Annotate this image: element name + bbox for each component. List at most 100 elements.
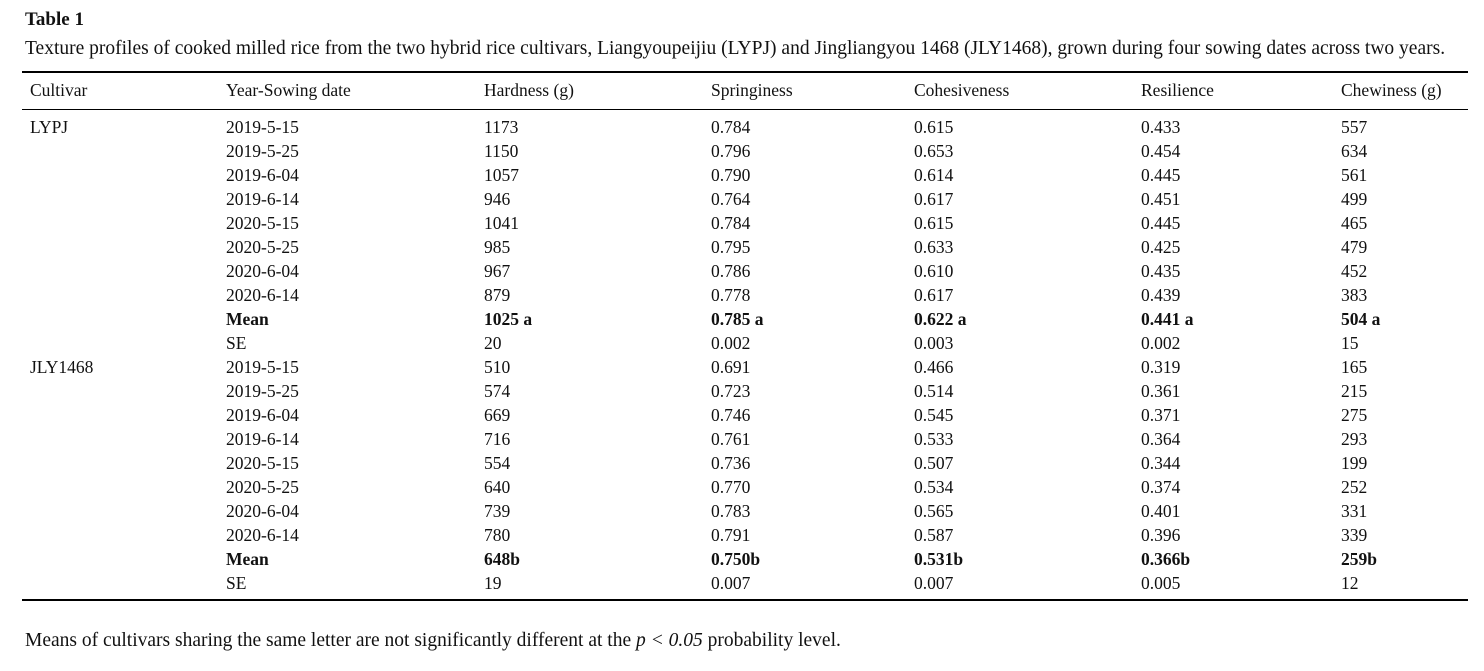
cell-hardness: 780	[484, 524, 511, 545]
cell-date: 2020-5-25	[226, 236, 299, 257]
cell-springiness: 0.796	[711, 140, 751, 161]
cell-cohesiveness: 0.614	[914, 164, 954, 185]
cell-date: 2019-5-15	[226, 356, 299, 377]
table-row: Mean 648b 0.750b 0.531b 0.366b 259b	[22, 547, 1468, 571]
cell-hardness: 1041	[484, 212, 519, 233]
cell-cultivar	[22, 211, 218, 235]
cell-springiness: 0.795	[711, 236, 751, 257]
cell-resilience: 0.435	[1141, 260, 1181, 281]
table-row: 2019-6-14 716 0.761 0.533 0.364 293	[22, 427, 1468, 451]
cell-cultivar: LYPJ	[30, 116, 69, 137]
cell-springiness: 0.736	[711, 452, 751, 473]
cell-resilience: 0.366b	[1141, 548, 1191, 569]
cell-date: 2020-6-04	[226, 500, 299, 521]
cell-hardness: 554	[484, 452, 511, 473]
cell-hardness: 1025 a	[484, 308, 533, 329]
table-row: 2020-6-04 967 0.786 0.610 0.435 452	[22, 259, 1468, 283]
column-header: Springiness	[703, 71, 906, 110]
cell-hardness: 510	[484, 356, 511, 377]
cell-cultivar	[22, 259, 218, 283]
table-row: SE 20 0.002 0.003 0.002 15	[22, 331, 1468, 355]
table-caption: Texture profiles of cooked milled rice f…	[25, 38, 1446, 59]
table-row: Mean 1025 a 0.785 a 0.622 a 0.441 a 504 a	[22, 307, 1468, 331]
cell-hardness: 739	[484, 500, 511, 521]
cell-cohesiveness: 0.615	[914, 116, 954, 137]
cell-resilience: 0.364	[1141, 428, 1181, 449]
cell-resilience: 0.361	[1141, 380, 1181, 401]
cell-resilience: 0.433	[1141, 116, 1181, 137]
cell-resilience: 0.451	[1141, 188, 1181, 209]
cell-cohesiveness: 0.534	[914, 476, 954, 497]
table-row: 2019-6-14 946 0.764 0.617 0.451 499	[22, 187, 1468, 211]
cell-cultivar	[22, 403, 218, 427]
cell-springiness: 0.750b	[711, 548, 761, 569]
cell-date: 2020-5-15	[226, 212, 299, 233]
cell-springiness: 0.778	[711, 284, 751, 305]
cell-cohesiveness: 0.007	[914, 572, 954, 593]
cell-cultivar	[22, 283, 218, 307]
cell-cohesiveness: 0.587	[914, 524, 954, 545]
cell-chewiness: 199	[1341, 452, 1368, 473]
cell-springiness: 0.786	[711, 260, 751, 281]
cell-cultivar	[22, 571, 218, 600]
cell-cohesiveness: 0.545	[914, 404, 954, 425]
table-row: 2020-6-14 879 0.778 0.617 0.439 383	[22, 283, 1468, 307]
cell-springiness: 0.783	[711, 500, 751, 521]
cell-cultivar	[22, 427, 218, 451]
table-row: 2019-6-04 669 0.746 0.545 0.371 275	[22, 403, 1468, 427]
cell-date: 2020-6-14	[226, 524, 299, 545]
cell-hardness: 19	[484, 572, 502, 593]
cell-chewiness: 383	[1341, 284, 1368, 305]
cell-springiness: 0.002	[711, 332, 751, 353]
cell-springiness: 0.790	[711, 164, 751, 185]
cell-hardness: 879	[484, 284, 511, 305]
cell-chewiness: 452	[1341, 260, 1368, 281]
footnote-text-pre: Means of cultivars sharing the same lett…	[25, 630, 636, 652]
cell-resilience: 0.441 a	[1141, 308, 1194, 329]
cell-chewiness: 504 a	[1341, 308, 1381, 329]
table-row: JLY1468 2019-5-15 510 0.691 0.466 0.319 165	[22, 355, 1468, 379]
cell-springiness: 0.784	[711, 212, 751, 233]
cell-cohesiveness: 0.617	[914, 188, 954, 209]
cell-date: SE	[226, 332, 247, 353]
column-header: Year-Sowing date	[218, 71, 476, 110]
cell-date: Mean	[226, 308, 269, 329]
table-row: 2019-5-25 1150 0.796 0.653 0.454 634	[22, 139, 1468, 163]
cell-chewiness: 165	[1341, 356, 1368, 377]
cell-cultivar	[22, 451, 218, 475]
table-row: 2020-6-04 739 0.783 0.565 0.401 331	[22, 499, 1468, 523]
cell-cohesiveness: 0.466	[914, 356, 954, 377]
cell-chewiness: 479	[1341, 236, 1368, 257]
cell-chewiness: 15	[1341, 332, 1359, 353]
cell-hardness: 1057	[484, 164, 519, 185]
cell-date: 2020-6-04	[226, 260, 299, 281]
cell-date: 2020-6-14	[226, 284, 299, 305]
cell-chewiness: 339	[1341, 524, 1368, 545]
cell-cohesiveness: 0.615	[914, 212, 954, 233]
cell-cohesiveness: 0.633	[914, 236, 954, 257]
cell-cultivar	[22, 163, 218, 187]
cell-cohesiveness: 0.531b	[914, 548, 964, 569]
cell-hardness: 574	[484, 380, 511, 401]
cell-resilience: 0.344	[1141, 452, 1181, 473]
cell-hardness: 985	[484, 236, 511, 257]
cell-date: Mean	[226, 548, 269, 569]
table-row: 2019-6-04 1057 0.790 0.614 0.445 561	[22, 163, 1468, 187]
cell-chewiness: 215	[1341, 380, 1368, 401]
cell-resilience: 0.445	[1141, 164, 1181, 185]
column-header: Cultivar	[22, 71, 218, 110]
table-row: 2019-5-25 574 0.723 0.514 0.361 215	[22, 379, 1468, 403]
cell-date: 2019-6-04	[226, 404, 299, 425]
cell-resilience: 0.002	[1141, 332, 1181, 353]
cell-springiness: 0.785 a	[711, 308, 764, 329]
cell-date: 2019-6-14	[226, 188, 299, 209]
cell-cultivar	[22, 523, 218, 547]
table-row: 2020-5-15 1041 0.784 0.615 0.445 465	[22, 211, 1468, 235]
cell-chewiness: 275	[1341, 404, 1368, 425]
cell-cultivar: JLY1468	[30, 356, 94, 377]
table-row: 2020-5-15 554 0.736 0.507 0.344 199	[22, 451, 1468, 475]
cell-cohesiveness: 0.617	[914, 284, 954, 305]
cell-date: 2019-5-25	[226, 140, 299, 161]
cell-chewiness: 499	[1341, 188, 1368, 209]
